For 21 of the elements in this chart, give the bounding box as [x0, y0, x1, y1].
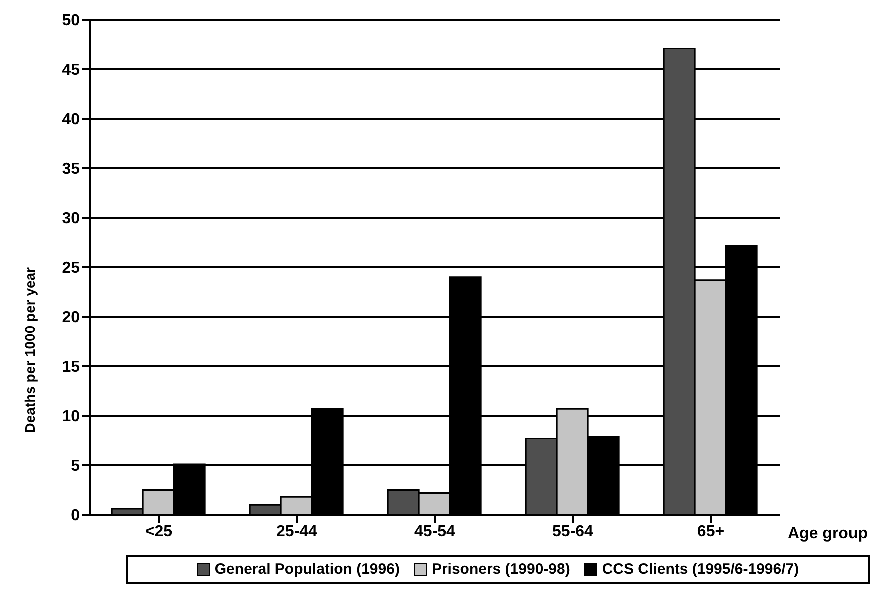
y-axis-title: Deaths per 1000 per year: [22, 266, 38, 434]
y-tick-label: 25: [62, 260, 80, 278]
legend-label: Prisoners (1990-98): [430, 561, 570, 578]
y-tick-label: 10: [62, 408, 80, 426]
y-tick-label: 20: [62, 310, 80, 327]
legend-label: General Population (1996): [214, 561, 400, 578]
legend-label: CCS Clients (1995/6-1996/7): [601, 561, 800, 578]
y-tick-label: 45: [62, 62, 80, 80]
x-tick-label: 45-54: [414, 523, 456, 540]
y-tick-label: 35: [62, 161, 80, 178]
y-tick-label: 5: [71, 458, 80, 476]
y-tick-label: 0: [71, 508, 80, 525]
x-tick-label: <25: [145, 523, 173, 540]
y-tick-label: 15: [62, 359, 80, 376]
x-axis-title: Age group: [788, 526, 868, 543]
x-tick-label: 65+: [697, 523, 725, 540]
x-tick-label: 55-64: [552, 523, 594, 540]
y-tick-label: 50: [62, 12, 80, 30]
y-tick-label: 40: [62, 112, 80, 129]
x-tick-label: 25-44: [276, 523, 318, 540]
y-tick-label: 30: [62, 210, 80, 228]
